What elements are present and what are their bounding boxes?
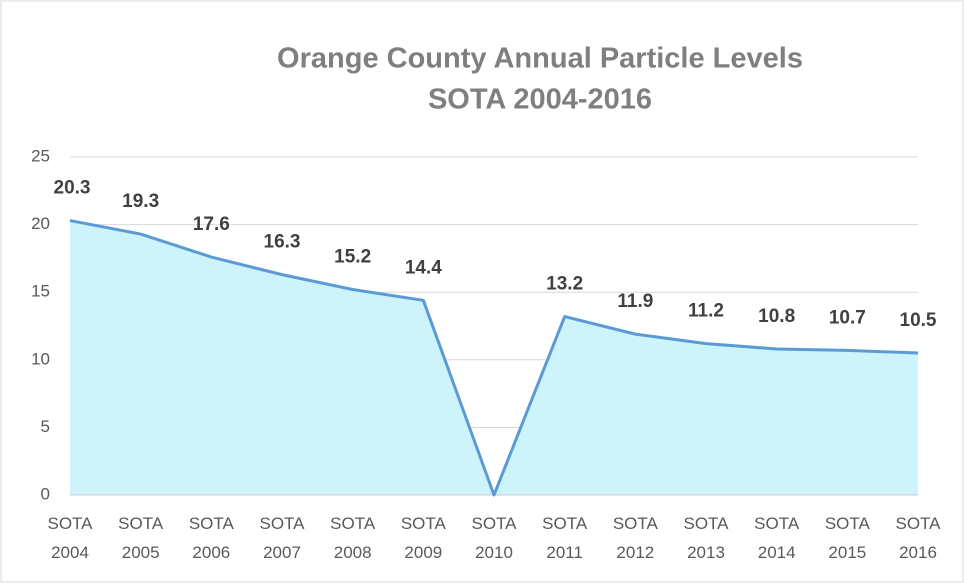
x-tick-label: SOTA 2013	[683, 514, 729, 562]
area-fill	[70, 220, 918, 495]
value-label: 11.2	[688, 301, 724, 322]
area-line	[69, 219, 919, 497]
x-tick-label: SOTA 2007	[259, 514, 305, 562]
value-label: 11.9	[617, 291, 653, 312]
value-label: 16.3	[264, 232, 301, 253]
x-tick-label: SOTA 2011	[542, 514, 588, 562]
value-label: 10.5	[900, 310, 937, 331]
y-tick-label: 20	[31, 214, 50, 233]
y-tick-label: 15	[31, 282, 50, 301]
x-tick-label: SOTA 2006	[189, 514, 235, 562]
x-tick-label: SOTA 2004	[47, 514, 93, 562]
value-label: 13.2	[546, 274, 583, 295]
value-label: 10.7	[829, 307, 866, 328]
y-tick-label: 5	[41, 417, 50, 436]
y-tick-label: 25	[31, 146, 50, 165]
x-tick-label: SOTA 2010	[471, 514, 517, 562]
x-tick-label: SOTA 2012	[613, 514, 659, 562]
x-tick-label: SOTA 2008	[330, 514, 376, 562]
x-tick-label: SOTA 2015	[825, 514, 871, 562]
y-tick-label: 0	[41, 484, 50, 503]
value-label: 20.3	[54, 178, 91, 199]
chart-subtitle: SOTA 2004-2016	[428, 84, 652, 116]
x-tick-label: SOTA 2005	[118, 514, 164, 562]
value-label: 19.3	[122, 191, 159, 212]
value-label: 10.8	[758, 306, 795, 327]
y-tick-label: 10	[31, 349, 50, 368]
value-label: 17.6	[193, 214, 230, 235]
value-label: 14.4	[405, 257, 442, 278]
chart-title: Orange County Annual Particle Levels	[277, 43, 803, 75]
x-tick-label: SOTA 2009	[401, 514, 447, 562]
x-tick-label: SOTA 2014	[754, 514, 800, 562]
value-label: 15.2	[334, 247, 371, 268]
x-tick-label: SOTA 2016	[895, 514, 941, 562]
